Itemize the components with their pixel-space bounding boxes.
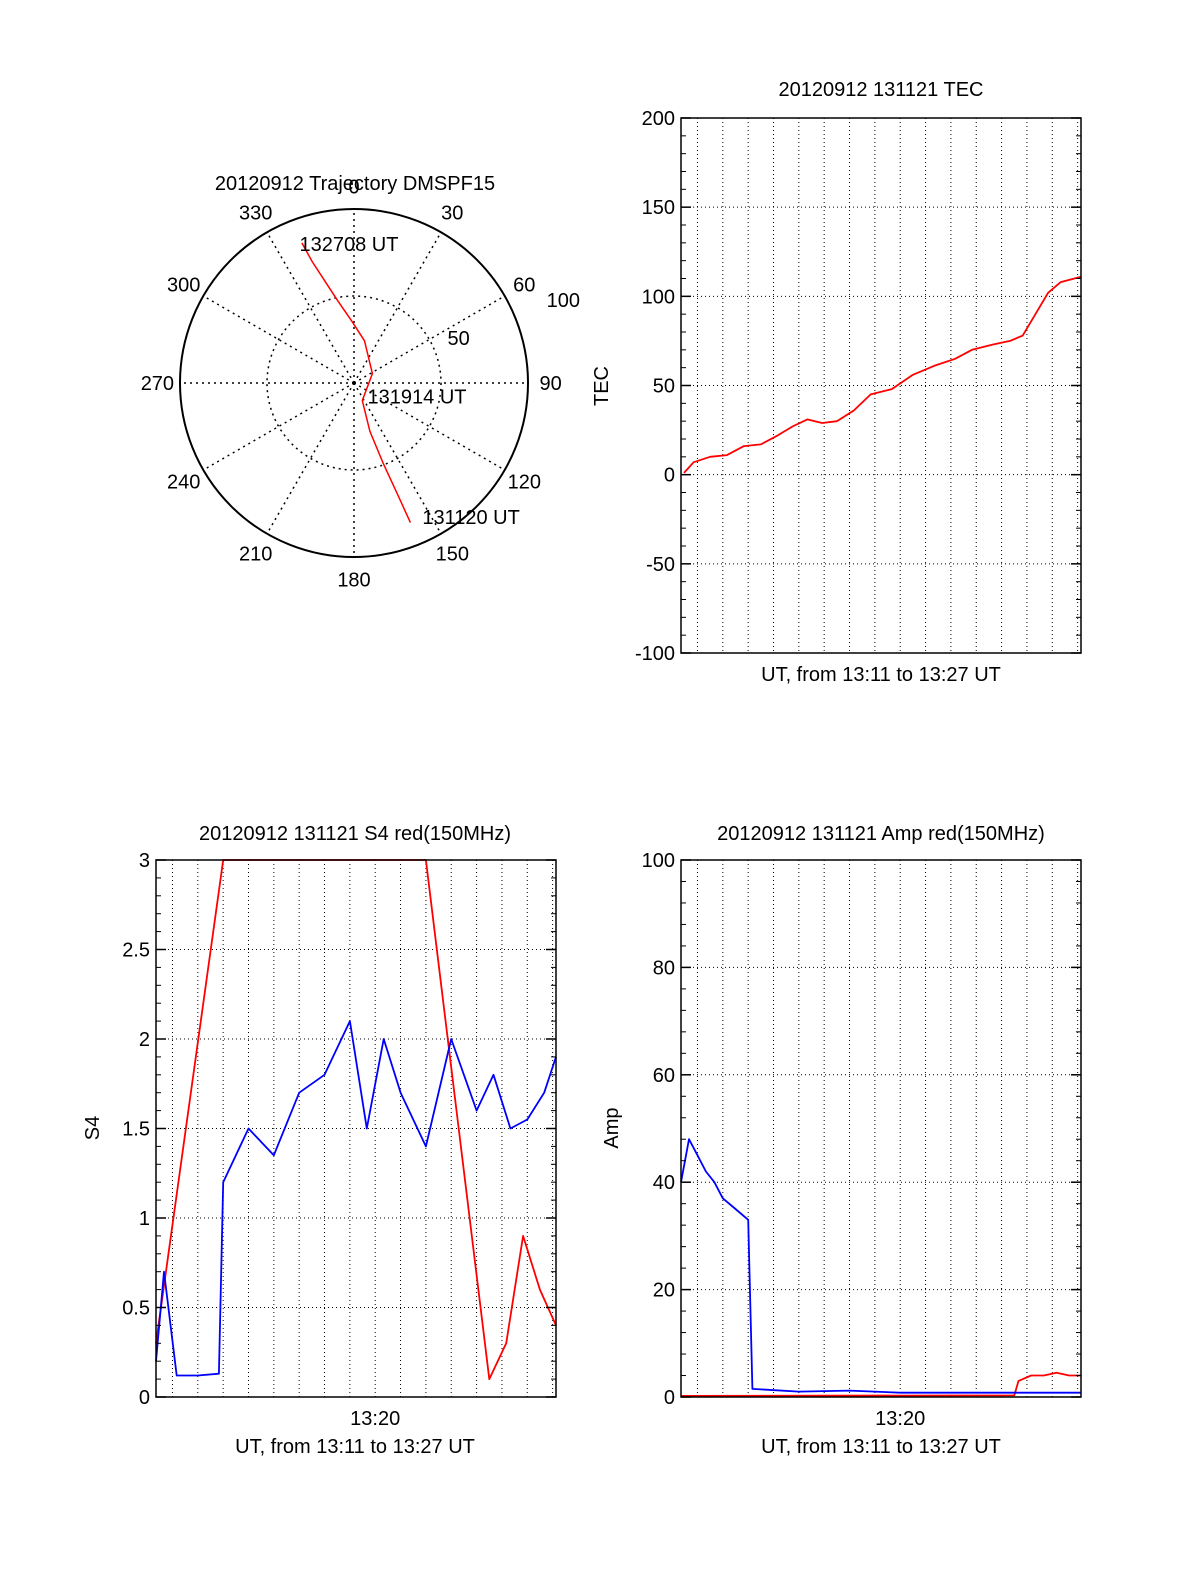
p3-series — [680, 1138, 1081, 1397]
amp-plot-area: 0 20 40 60 80 100 13:20 — [642, 850, 1082, 1430]
tec-plot-area: -100 -50 0 50 100 150 200 — [635, 108, 1082, 665]
p2-ytick-label-3: 3 — [139, 850, 150, 872]
s4-ylabel: S4 — [82, 1116, 104, 1140]
polar-angle-label-150: 150 — [436, 543, 469, 565]
p3-series-line-1 — [680, 1138, 1081, 1394]
polar-grid — [179, 208, 529, 558]
polar-angle-label-90: 90 — [539, 373, 561, 395]
p1-yticks: -100 -50 0 50 100 150 200 — [635, 108, 1081, 665]
tec-panel: 20120912 131121 TEC UT, from 13:11 to 13… — [591, 79, 1082, 686]
amp-xlabel: UT, from 13:11 to 13:27 UT — [761, 1436, 1001, 1458]
polar-outer-circle — [179, 208, 529, 558]
polar-angle-label-240: 240 — [167, 471, 200, 493]
polar-inner-circle — [266, 295, 442, 471]
p3-ytick-label-0: 0 — [664, 1387, 675, 1409]
s4-panel: 20120912 131121 S4 red(150MHz) UT, from … — [82, 823, 557, 1458]
polar-radius-labels: 50 100 — [448, 290, 580, 350]
p1-ytick-label-0: 0 — [664, 465, 675, 487]
polar-spoke-120 — [353, 382, 506, 471]
p1-ytick-label-50: -50 — [646, 554, 675, 576]
trajectory-line-0 — [301, 242, 412, 523]
p1-grid — [681, 118, 1081, 653]
annotation-132708-ut: 132708 UT — [299, 234, 398, 256]
amp-panel: 20120912 131121 Amp red(150MHz) UT, from… — [601, 823, 1082, 1458]
tec-ylabel: TEC — [591, 366, 613, 406]
polar-angle-label-60: 60 — [513, 275, 535, 297]
s4-xlabel: UT, from 13:11 to 13:27 UT — [235, 1436, 475, 1458]
p1-ytick-label-100: -100 — [635, 643, 675, 665]
p2-ytick-label-2: 2 — [139, 1029, 150, 1051]
trajectory-series — [301, 242, 412, 523]
polar-angle-label-0: 0 — [348, 176, 359, 198]
p2-ytick-label-0-5: 0.5 — [122, 1298, 150, 1320]
polar-angle-label-300: 300 — [167, 275, 200, 297]
p2-series-line-1 — [155, 1020, 557, 1377]
trajectory-polar-panel: 20120912 Trajectory DMSPF15 0 30 60 90 120 15… — [141, 173, 580, 592]
trajectory-annotations: 132708 UT 131914 UT 131120 UT — [299, 234, 519, 529]
p2-xticks: 13:20 — [350, 1408, 400, 1430]
p3-ytick-label-60: 60 — [653, 1065, 675, 1087]
p1-series-line-0 — [683, 275, 1082, 474]
polar-radius-label-50: 50 — [448, 328, 470, 350]
p1-ytick-label-200: 200 — [642, 108, 675, 130]
polar-angle-label-270: 270 — [141, 373, 174, 395]
trajectory-title: 20120912 Trajectory DMSPF15 — [215, 173, 495, 195]
p3-xticks: 13:20 — [875, 1408, 925, 1430]
p3-yticks: 0 20 40 60 80 100 — [642, 850, 1081, 1409]
p2-yticks: 0 0.5 1 1.5 2 2.5 3 — [122, 850, 556, 1409]
p2-ytick-label-1-5: 1.5 — [122, 1119, 150, 1141]
p3-xtick-label-13-20: 13:20 — [875, 1408, 925, 1430]
tec-xlabel: UT, from 13:11 to 13:27 UT — [761, 664, 1001, 686]
polar-angle-label-330: 330 — [239, 203, 272, 225]
p2-grid — [156, 860, 556, 1397]
s4-title: 20120912 131121 S4 red(150MHz) — [199, 823, 511, 845]
polar-spoke-60 — [353, 295, 506, 384]
p2-ytick-label-2-5: 2.5 — [122, 940, 150, 962]
amp-title: 20120912 131121 Amp red(150MHz) — [717, 823, 1045, 845]
p3-ytick-label-20: 20 — [653, 1280, 675, 1302]
p3-ytick-label-40: 40 — [653, 1172, 675, 1194]
p1-ytick-label-50: 50 — [653, 376, 675, 398]
polar-spoke-150 — [353, 382, 442, 535]
p1-ytick-label-150: 150 — [642, 197, 675, 219]
p2-series-line-0 — [155, 859, 557, 1380]
p2-xtick-label-13-20: 13:20 — [350, 1408, 400, 1430]
polar-spoke-330 — [266, 231, 355, 384]
polar-spoke-210 — [266, 382, 355, 535]
polar-angle-label-30: 30 — [441, 203, 463, 225]
p3-grid — [681, 860, 1081, 1397]
p3-ytick-label-80: 80 — [653, 957, 675, 979]
s4-plot-area: 0 0.5 1 1.5 2 2.5 3 13:20 — [122, 850, 557, 1430]
p1-series — [683, 275, 1082, 474]
p3-frame — [680, 859, 1082, 1398]
polar-spoke-240 — [202, 382, 355, 471]
p2-series — [155, 859, 557, 1380]
amp-ylabel: Amp — [601, 1107, 623, 1148]
p1-ytick-label-100: 100 — [642, 286, 675, 308]
polar-radius-label-100: 100 — [547, 290, 580, 312]
p2-ytick-label-0: 0 — [139, 1387, 150, 1409]
p2-ytick-label-1: 1 — [139, 1208, 150, 1230]
polar-angle-label-120: 120 — [508, 471, 541, 493]
polar-angle-label-180: 180 — [337, 570, 370, 592]
polar-angle-labels: 0 30 60 90 120 150 180 210 240 270 300 330 — [141, 176, 562, 591]
annotation-131120-ut: 131120 UT — [422, 507, 519, 529]
polar-angle-label-210: 210 — [239, 543, 272, 565]
polar-spoke-30 — [353, 231, 442, 384]
annotation-131914-ut: 131914 UT — [368, 387, 467, 409]
polar-spoke-300 — [202, 295, 355, 384]
p3-ytick-label-100: 100 — [642, 850, 675, 872]
tec-title: 20120912 131121 TEC — [779, 79, 984, 101]
